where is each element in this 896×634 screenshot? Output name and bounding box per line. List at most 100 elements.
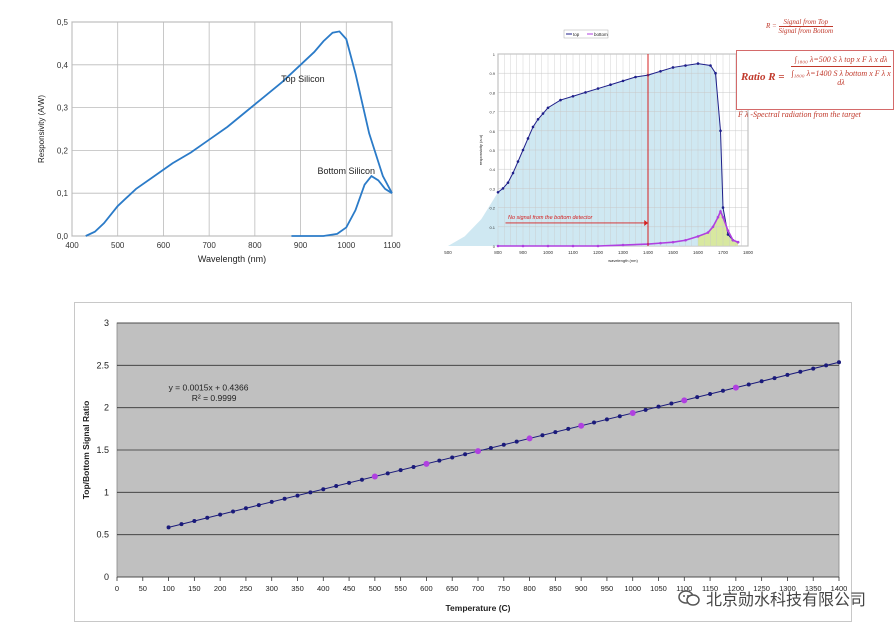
y-tick-label: 0,0	[57, 232, 69, 241]
x-tick-label: 950	[601, 584, 614, 593]
data-point	[334, 484, 339, 489]
watermark-text: 北京勋水科技有限公司	[705, 590, 866, 609]
series-point-top	[541, 112, 545, 115]
x-tick-label: 850	[549, 584, 562, 593]
y-tick-label: 0,2	[57, 146, 69, 155]
x-tick-label: 1600	[693, 250, 704, 255]
series-point-top	[496, 190, 500, 194]
data-point	[308, 490, 313, 495]
series-point-bottom	[621, 243, 625, 247]
series-point-top	[696, 62, 700, 65]
ratio-formula-title: Ratio R =	[741, 71, 785, 83]
x-tick-label: 1350	[805, 584, 822, 593]
y-tick-label: 1	[493, 52, 496, 57]
data-point	[798, 369, 803, 374]
y-tick-label: 0,4	[57, 61, 69, 70]
data-point	[566, 426, 571, 431]
x-tick-label: 1150	[702, 584, 718, 593]
data-point	[629, 410, 636, 417]
y-axis-label: Responsivity (A/W)	[37, 95, 46, 163]
series-point-bottom	[731, 238, 735, 242]
x-tick-label: 500	[111, 241, 125, 250]
x-tick-label: 300	[265, 584, 278, 593]
data-point	[463, 452, 468, 457]
y-tick-label: 0.7	[489, 110, 495, 115]
data-point	[450, 455, 455, 460]
data-point	[256, 503, 261, 508]
series-point-bottom	[696, 235, 700, 238]
x-tick-label: 600	[420, 584, 433, 593]
series-point-bottom	[716, 215, 720, 219]
x-tick-label: 50	[139, 584, 147, 593]
legend-label-bottom: bottom	[594, 32, 608, 37]
responsivity-chart-svg: 400 500 600 700 800 900 1000 1100 0,0 0,1 0,2 0,3 0,…	[37, 18, 401, 264]
x-tick-label: 750	[498, 584, 511, 593]
x-tick-label: 1300	[779, 584, 796, 593]
data-point	[759, 379, 764, 384]
series-point-bottom	[571, 244, 575, 248]
data-point	[347, 480, 352, 485]
series-point-bottom	[671, 240, 675, 244]
x-tick-label: 400	[65, 241, 79, 250]
x-tick-label: 100	[162, 584, 175, 593]
series-point-bottom	[521, 244, 525, 248]
series-label-top-silicon: Top Silicon	[281, 74, 325, 84]
data-point	[282, 496, 287, 501]
y-axis-label: Top/Bottom Signal Ratio	[81, 401, 91, 500]
series-point-bottom	[546, 244, 550, 248]
x-tick-label: 250	[240, 584, 253, 593]
x-tick-label: 1100	[568, 250, 578, 255]
x-tick-label: 1050	[650, 584, 667, 593]
ratio-formula-denominator: ∫₁₈₀₀ λ=1400 S λ bottom x F λ x dλ	[791, 69, 891, 87]
temperature-ratio-chart-svg: 0 0.5 1 1.5 2 2.5 3 0 50 100 150 200 250 300 350 400 450…	[81, 318, 847, 613]
plot-area	[71, 21, 393, 237]
data-point	[656, 404, 661, 409]
r-squared-label: R² = 0.9999	[192, 393, 237, 403]
x-tick-label: 0	[115, 584, 119, 593]
x-tick-label: 550	[394, 584, 407, 593]
data-point	[488, 445, 493, 450]
series-point-bottom	[736, 240, 740, 244]
legend-label-top: top	[573, 32, 580, 37]
data-point	[746, 382, 751, 387]
data-point	[837, 360, 841, 365]
x-tick-label: 1200	[728, 584, 745, 593]
temperature-ratio-chart: 0 0.5 1 1.5 2 2.5 3 0 50 100 150 200 250 300 350 400 450…	[74, 302, 852, 622]
series-point-top	[506, 181, 510, 184]
x-tick-label: 1100	[383, 241, 401, 250]
y-tick-label: 3	[104, 318, 109, 328]
series-point-top	[546, 106, 550, 110]
x-tick-label: 800	[494, 250, 502, 255]
x-tick-label: 1000	[624, 584, 641, 593]
data-point	[540, 433, 545, 438]
data-point	[166, 525, 171, 530]
series-point-top	[726, 233, 730, 236]
series-point-top	[511, 171, 515, 175]
data-point	[501, 442, 506, 447]
data-point	[411, 465, 416, 470]
ratio-formula-box: Ratio R = ∫₁₈₀₀ λ=500 S λ top x F λ x dλ…	[736, 50, 894, 110]
y-tick-label: 0	[104, 572, 109, 582]
x-tick-label: 1000	[337, 241, 355, 250]
data-point	[269, 499, 274, 504]
x-tick-label: 1200	[593, 250, 604, 255]
y-tick-label: 0.6	[489, 129, 495, 134]
x-tick-label: 1000	[543, 250, 554, 255]
data-point	[243, 506, 248, 511]
x-tick-label: 600	[157, 241, 171, 250]
series-point-bottom	[721, 215, 725, 219]
top-area-fill	[448, 63, 738, 246]
data-point	[824, 363, 829, 368]
data-point	[526, 435, 533, 442]
x-tick-label: 800	[523, 584, 536, 593]
series-point-top	[684, 64, 687, 67]
series-point-top	[516, 160, 520, 163]
x-tick-label: 1700	[718, 250, 729, 255]
data-point	[514, 439, 519, 444]
y-tick-label: 0.8	[489, 90, 495, 95]
data-point	[553, 430, 558, 435]
series-line-top-silicon	[85, 30, 393, 237]
y-tick-label: 0	[493, 244, 496, 249]
y-tick-label: 0.9	[489, 71, 495, 76]
